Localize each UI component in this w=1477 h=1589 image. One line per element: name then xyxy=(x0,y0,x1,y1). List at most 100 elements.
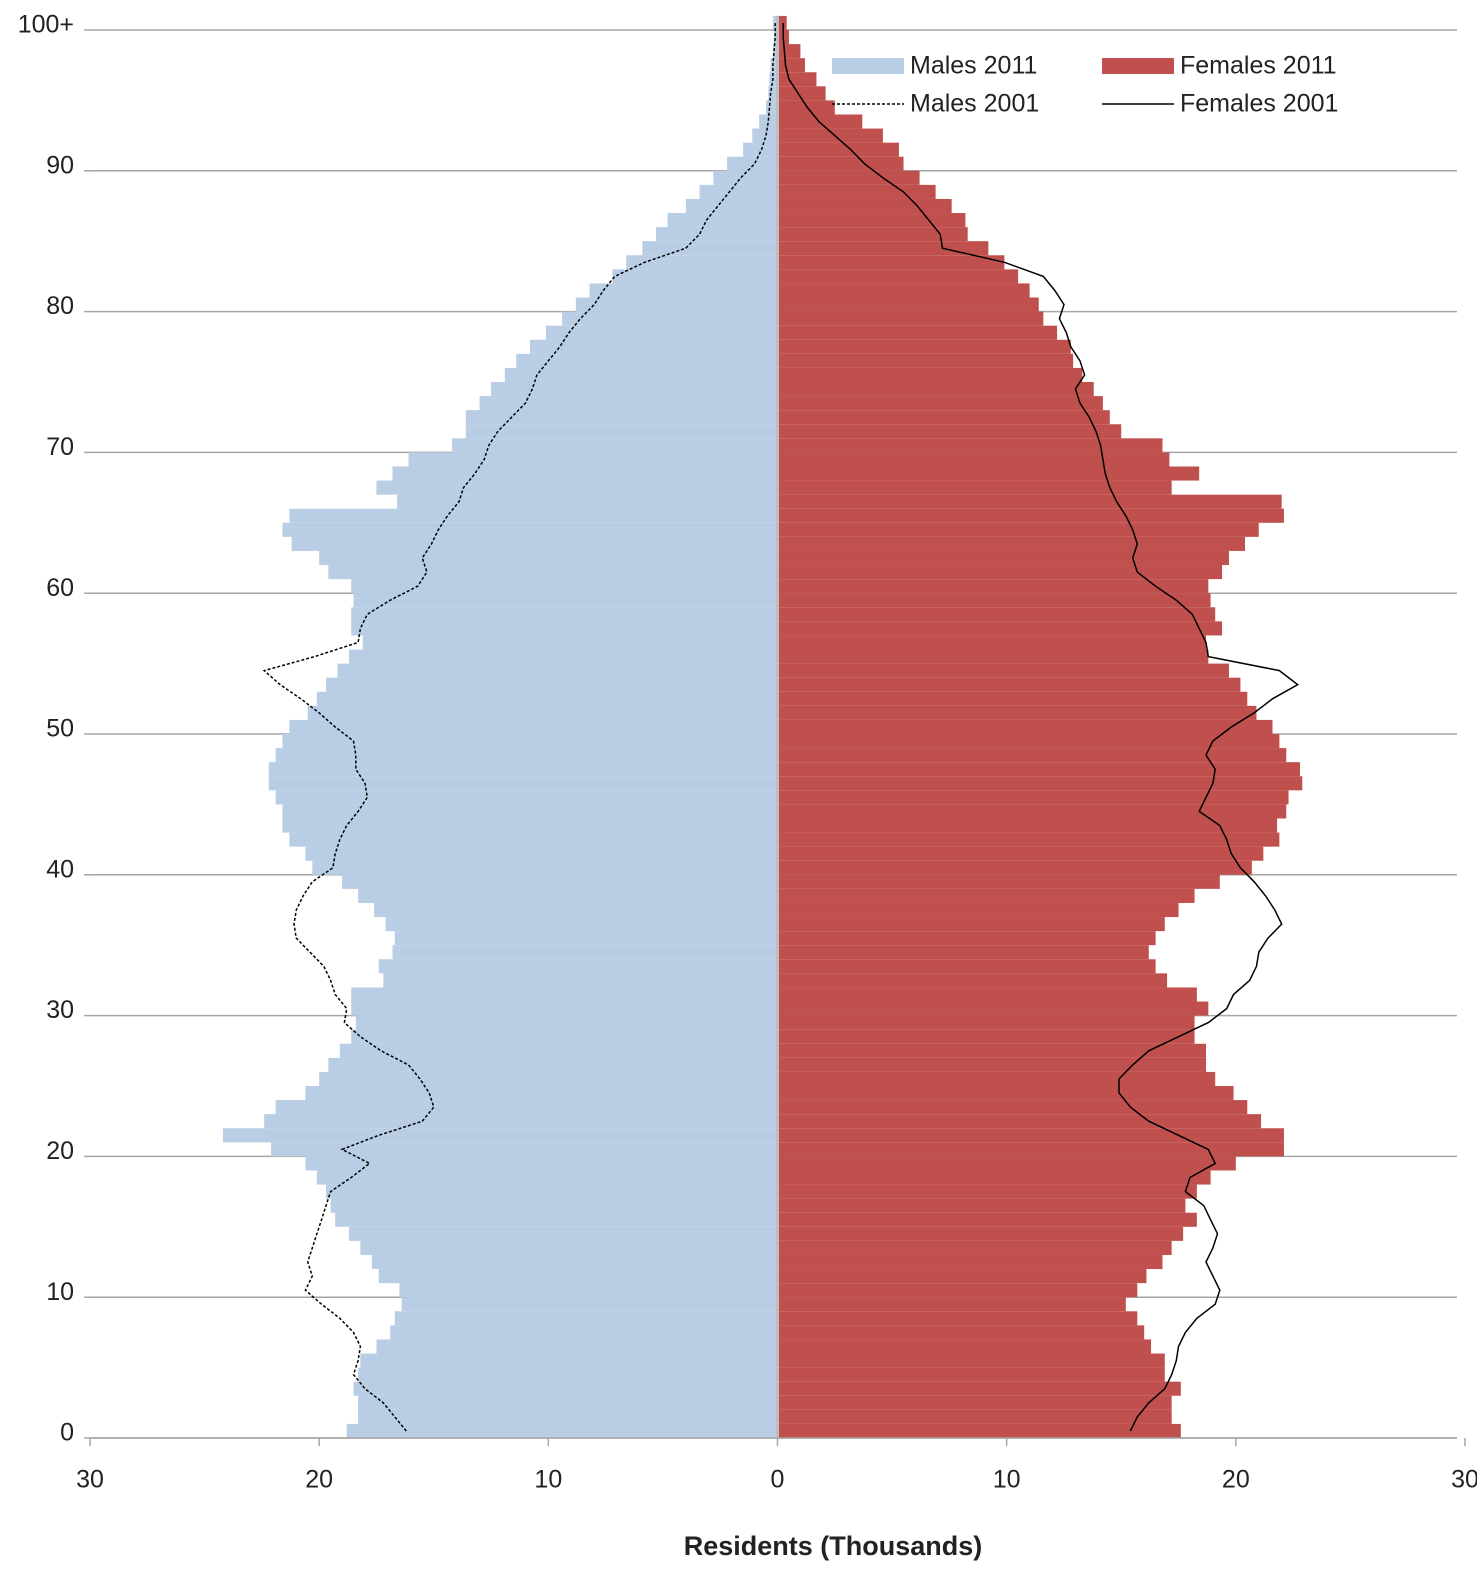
bar xyxy=(777,705,1257,720)
bar xyxy=(777,902,1179,918)
bar xyxy=(777,522,1259,537)
bar xyxy=(330,1198,778,1213)
bar xyxy=(656,227,778,242)
bar xyxy=(777,804,1287,819)
bar xyxy=(348,649,778,664)
bar xyxy=(335,1212,778,1227)
line xyxy=(782,23,1300,1432)
bar xyxy=(355,1015,778,1030)
bar xyxy=(626,255,778,270)
bar xyxy=(351,607,778,622)
bar xyxy=(777,790,1289,805)
bar xyxy=(777,283,1030,298)
bar xyxy=(291,536,778,551)
bar xyxy=(777,931,1156,946)
bar xyxy=(319,550,778,566)
bar xyxy=(376,480,778,495)
bar xyxy=(777,353,1074,368)
bar xyxy=(351,987,778,1002)
legend-label: Females 2011 xyxy=(1180,52,1337,80)
bar xyxy=(777,1353,1165,1368)
bar xyxy=(777,410,1110,425)
bar xyxy=(777,1381,1181,1396)
bar xyxy=(777,339,1071,354)
bar xyxy=(777,649,1209,664)
legend-label: Males 2011 xyxy=(910,52,1037,80)
bar xyxy=(777,959,1156,974)
bar xyxy=(777,987,1197,1002)
bar xyxy=(777,846,1264,861)
bar xyxy=(777,1367,1165,1382)
bar xyxy=(491,382,778,397)
bar xyxy=(777,1114,1262,1129)
bar xyxy=(289,832,778,847)
bar xyxy=(777,1423,1181,1438)
x-tick-label: 30 xyxy=(76,1466,104,1494)
bar xyxy=(371,1254,778,1270)
bar xyxy=(777,227,968,242)
bar xyxy=(777,1043,1207,1058)
bar xyxy=(348,1226,778,1241)
bar xyxy=(777,691,1248,706)
bar xyxy=(289,508,778,523)
bar xyxy=(777,1015,1195,1030)
bar xyxy=(777,156,904,171)
bar xyxy=(777,1001,1209,1016)
bar xyxy=(777,832,1280,847)
bar xyxy=(777,1142,1284,1157)
bar xyxy=(777,213,966,228)
bar xyxy=(358,1409,778,1424)
bar xyxy=(385,917,778,932)
bar xyxy=(264,1114,778,1129)
bar xyxy=(337,663,778,678)
legend: Males 2011 Females 2011 Males 2001 Females … xyxy=(832,52,1338,118)
bar xyxy=(326,677,778,692)
bar xyxy=(351,621,778,636)
bar xyxy=(504,367,778,382)
bar xyxy=(777,1311,1138,1326)
bar xyxy=(777,734,1280,749)
bar xyxy=(777,677,1241,692)
x-tick-label: 20 xyxy=(1222,1466,1250,1494)
bar xyxy=(743,142,778,157)
bar xyxy=(612,269,778,284)
bar xyxy=(777,1212,1197,1227)
bar xyxy=(777,367,1083,382)
bar xyxy=(768,86,778,101)
bar xyxy=(589,283,778,298)
x-tick-label: 30 xyxy=(1451,1466,1477,1494)
bar xyxy=(777,255,1005,270)
bar xyxy=(777,621,1223,636)
bar xyxy=(777,536,1245,551)
y-tick-label: 30 xyxy=(46,996,74,1024)
bar xyxy=(777,1226,1184,1241)
bar xyxy=(777,241,989,256)
bar xyxy=(351,1001,778,1016)
bar xyxy=(777,1409,1172,1424)
bar xyxy=(268,762,778,777)
bar xyxy=(699,184,778,199)
bar xyxy=(777,424,1122,439)
bar xyxy=(530,339,778,354)
bar xyxy=(772,15,778,30)
legend-swatch xyxy=(832,58,904,74)
bar xyxy=(777,128,883,143)
y-tick-label: 70 xyxy=(46,433,74,461)
y-tick-label: 40 xyxy=(46,855,74,883)
bar xyxy=(777,1339,1152,1354)
bar xyxy=(353,593,778,608)
bar xyxy=(766,100,778,115)
bar xyxy=(777,494,1282,509)
bar xyxy=(360,1240,778,1255)
bar xyxy=(777,44,801,59)
bar xyxy=(777,945,1149,960)
bar xyxy=(358,1395,778,1410)
bar xyxy=(316,1170,778,1185)
bar xyxy=(777,1297,1126,1312)
y-tick-label: 50 xyxy=(46,715,74,743)
bar xyxy=(727,156,778,171)
bar xyxy=(360,1353,778,1368)
bar xyxy=(777,1198,1186,1213)
bar xyxy=(289,719,778,734)
legend-label: Females 2001 xyxy=(1180,90,1338,118)
